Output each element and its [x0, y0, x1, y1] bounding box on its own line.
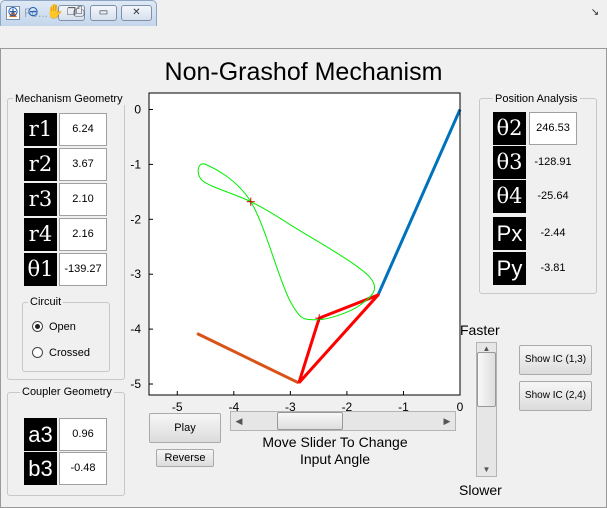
circuit-group — [22, 302, 110, 372]
plot-area — [149, 93, 460, 395]
slider-caption-line-1: Move Slider To Change — [262, 434, 408, 450]
coupler-triangle-line — [297, 293, 380, 384]
dock-arrow-icon[interactable]: ↘ — [590, 7, 600, 18]
x-tick-label: 0 — [457, 400, 464, 414]
close-icon: ✕ — [132, 7, 141, 18]
r1-field[interactable]: 6.24 — [59, 113, 107, 146]
mechanism-geometry-label: Mechanism Geometry — [13, 93, 125, 105]
r2-field[interactable]: 3.67 — [59, 148, 107, 181]
y-tick-label: 0 — [134, 102, 141, 116]
b3-symbol: b3 — [24, 452, 57, 485]
plot-border — [148, 92, 461, 396]
r2-symbol: r2 — [24, 148, 57, 181]
r4-symbol: r4 — [24, 218, 57, 251]
slider-thumb[interactable] — [277, 412, 343, 430]
slower-label: Slower — [459, 482, 502, 498]
b3-field[interactable]: -0.48 — [59, 452, 107, 485]
speed-up-arrow-icon[interactable]: ▲ — [482, 344, 491, 353]
page-title: Non-Grashof Mechanism — [164, 58, 443, 86]
a3-symbol: a3 — [24, 418, 57, 451]
position-analysis-label: Position Analysis — [493, 93, 580, 105]
x-tick-label: -2 — [342, 400, 353, 414]
y-tick-label: -4 — [130, 322, 141, 336]
window-title: Fo... — [24, 6, 49, 20]
restore-button[interactable]: ❐ — [58, 5, 85, 21]
r4-field[interactable]: 2.16 — [59, 218, 107, 251]
theta3-symbol: θ3 — [493, 146, 526, 179]
ground-link-line — [376, 108, 462, 296]
input-angle-slider[interactable] — [230, 411, 456, 431]
r3-field[interactable]: 2.10 — [59, 183, 107, 216]
theta4-value: -25.64 — [537, 190, 569, 202]
py-value: -3.81 — [540, 262, 566, 274]
theta2-symbol: θ2 — [493, 112, 526, 145]
speed-slider-thumb[interactable] — [477, 352, 496, 407]
pan-hand-icon[interactable]: ✋ — [46, 3, 64, 19]
reverse-button[interactable]: Reverse — [156, 449, 214, 467]
slider-right-arrow-icon[interactable]: ▶ — [443, 416, 451, 426]
a3-field[interactable]: 0.96 — [59, 418, 107, 451]
circuit-open-radio[interactable] — [32, 321, 43, 332]
x-tick-label: -3 — [285, 400, 296, 414]
circuit-crossed-radio[interactable] — [32, 347, 43, 358]
coupler-curve-line — [197, 163, 375, 321]
play-button[interactable]: Play — [149, 413, 221, 443]
py-symbol: Py — [493, 252, 526, 285]
circuit-open-label[interactable]: Open — [49, 321, 76, 333]
maximize-button[interactable]: ▭ — [90, 5, 117, 21]
slider-caption: Move Slider To Change Input Angle — [230, 434, 440, 468]
slider-left-arrow-icon[interactable]: ◀ — [235, 416, 243, 426]
x-tick-label: -5 — [172, 400, 183, 414]
maximize-icon: ▭ — [98, 7, 109, 18]
circuit-crossed-label[interactable]: Crossed — [49, 347, 90, 359]
coupler-point-marker — [246, 197, 255, 206]
y-tick-label: -1 — [130, 157, 141, 171]
y-tick-label: -3 — [130, 267, 141, 281]
speed-down-arrow-icon[interactable]: ▼ — [482, 465, 491, 474]
x-tick-label: -1 — [398, 400, 409, 414]
y-tick-label: -2 — [130, 212, 141, 226]
theta3-value: -128.91 — [534, 156, 572, 168]
close-button[interactable]: ✕ — [121, 5, 152, 21]
theta2-field[interactable]: 246.53 — [529, 112, 577, 145]
slider-caption-line-2: Input Angle — [299, 451, 371, 467]
restore-icon: ❐ — [67, 7, 76, 18]
zoom-in-icon[interactable]: ⊕ — [7, 3, 19, 19]
faster-label: Faster — [460, 322, 500, 338]
circuit-label: Circuit — [28, 296, 64, 308]
px-value: -2.44 — [540, 227, 566, 239]
x-tick-label: -4 — [228, 400, 239, 414]
show-ic-24-button[interactable]: Show IC (2,4) — [519, 381, 592, 411]
theta4-symbol: θ4 — [493, 180, 526, 213]
print-icon[interactable]: ⎙ — [73, 3, 85, 19]
coupler-point-marker — [315, 314, 324, 323]
theta1-field[interactable]: -139.27 — [59, 253, 107, 286]
y-tick-label: -5 — [130, 377, 141, 391]
input-link-line — [196, 332, 300, 385]
zoom-out-icon[interactable]: ⊖ — [27, 3, 39, 19]
matlab-icon — [6, 6, 20, 20]
px-symbol: Px — [493, 217, 526, 250]
r3-symbol: r3 — [24, 183, 57, 216]
r1-symbol: r1 — [24, 113, 57, 146]
show-ic-13-button[interactable]: Show IC (1,3) — [519, 345, 592, 375]
coupler-geometry-label: Coupler Geometry — [20, 386, 114, 398]
theta1-symbol: θ1 — [24, 253, 57, 286]
